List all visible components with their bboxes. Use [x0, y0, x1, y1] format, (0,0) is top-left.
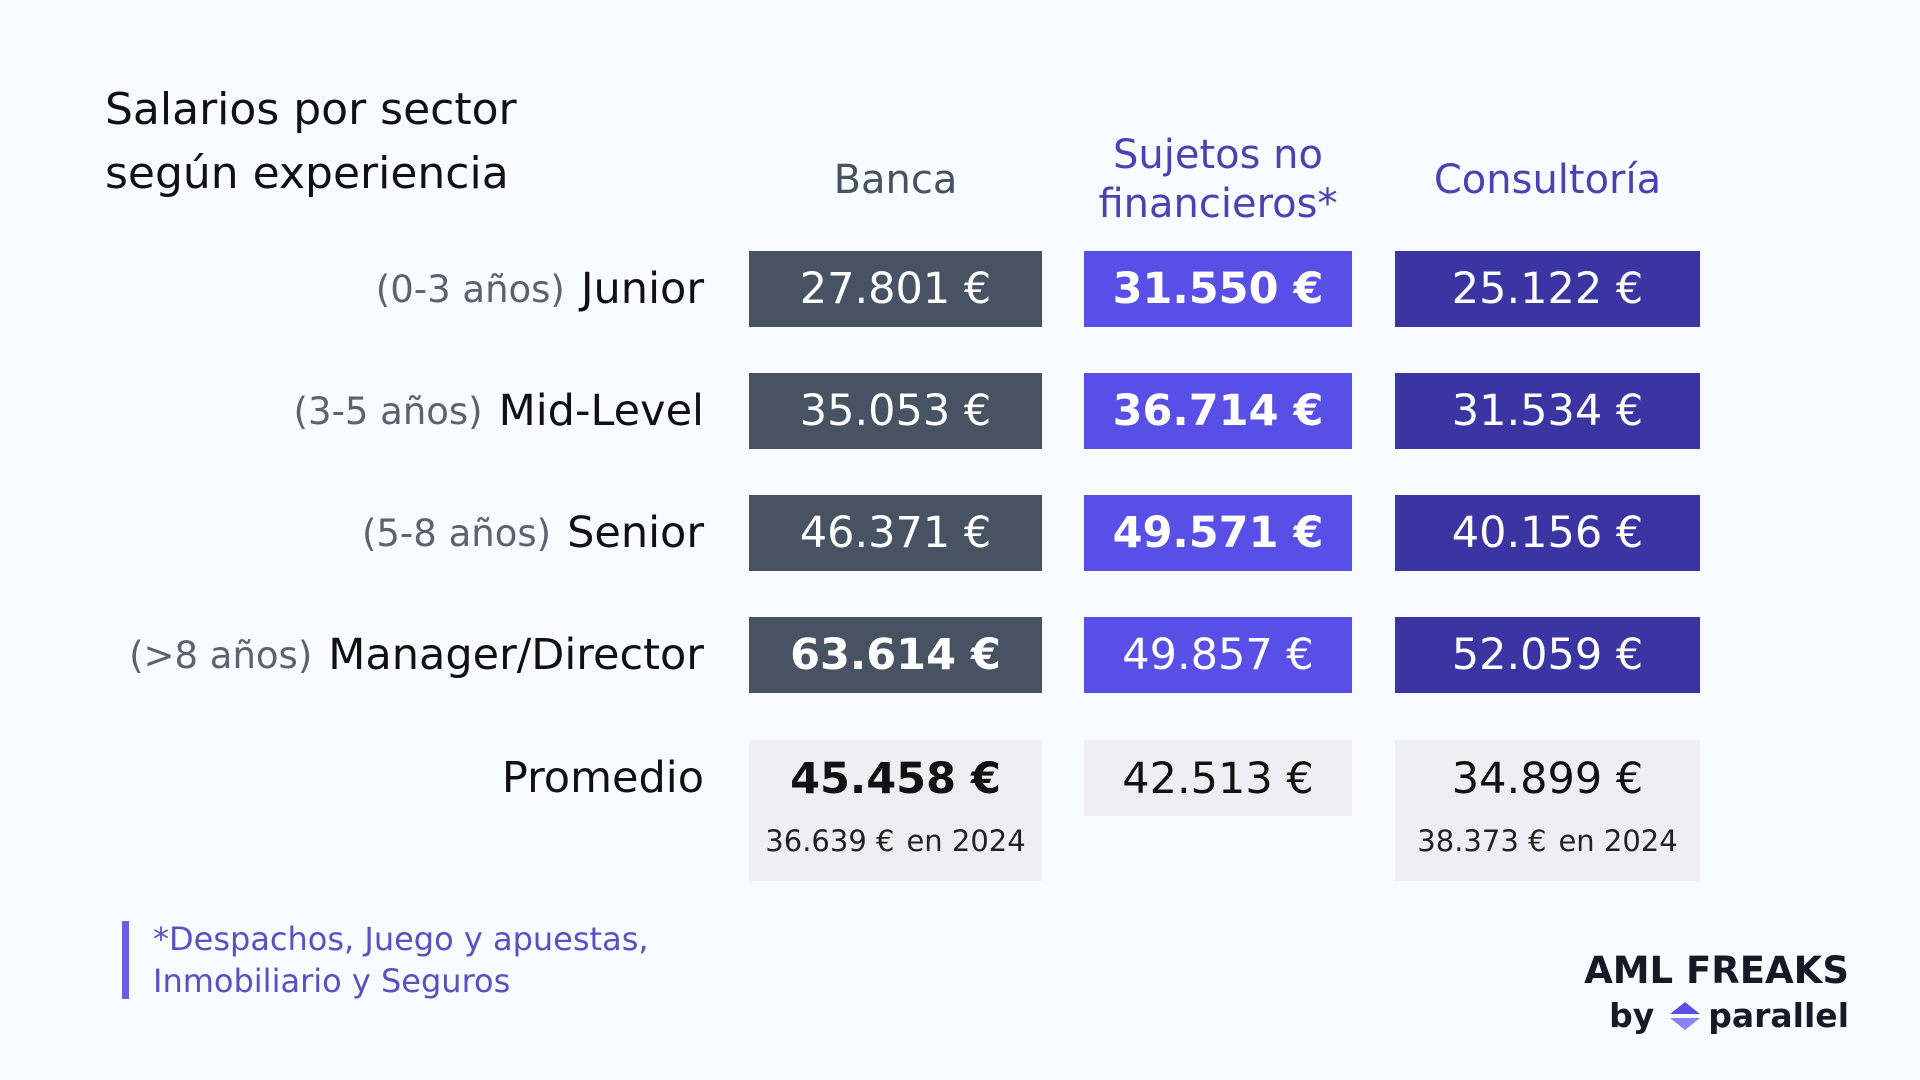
average-cell: 45.458 € 36.639 € en 2024 [749, 740, 1042, 881]
previous-year: 38.373 € en 2024 [1417, 824, 1677, 858]
salary-cell: 52.059 € [1395, 617, 1700, 693]
row-range: (>8 años) [129, 633, 313, 677]
brand-line: by parallel [1584, 994, 1849, 1038]
row-level: Manager/Director [328, 630, 704, 680]
brand: AML FREAKS by parallel [1584, 948, 1849, 1038]
footnote: *Despachos, Juego y apuestas, Inmobiliar… [153, 920, 649, 1000]
row-range: (0-3 años) [375, 267, 565, 311]
previous-label: en 2024 [1558, 824, 1678, 858]
average-cell: 42.513 € [1084, 740, 1352, 816]
brand-logo [1670, 1002, 1701, 1030]
row-label: (0-3 años) Junior [376, 251, 704, 327]
row-range: (3-5 años) [293, 389, 483, 433]
footnote-bar [122, 921, 129, 999]
salary-cell: 36.714 € [1084, 373, 1352, 449]
salary-cell: 25.122 € [1395, 251, 1700, 327]
salary-cell: 49.571 € [1084, 495, 1352, 571]
row-level: Junior [580, 264, 704, 314]
brand-by: by [1609, 996, 1655, 1035]
salary-cell: 35.053 € [749, 373, 1042, 449]
previous-label: en 2024 [906, 824, 1026, 858]
previous-value: 38.373 € [1417, 824, 1547, 858]
previous-year: 36.639 € en 2024 [765, 824, 1025, 858]
row-range: (5-8 años) [361, 511, 552, 555]
row-label: (5-8 años) Senior [362, 495, 704, 571]
row-level: Mid-Level [498, 386, 704, 436]
average-value: 42.513 € [1122, 754, 1314, 804]
average-value: 45.458 € [790, 754, 1001, 804]
salary-cell: 63.614 € [749, 617, 1042, 693]
average-cell: 34.899 € 38.373 € en 2024 [1395, 740, 1700, 881]
salary-cell: 46.371 € [749, 495, 1042, 571]
row-label: (3-5 años) Mid-Level [294, 373, 704, 449]
column-header: Banca [833, 156, 958, 203]
row-level: Senior [567, 508, 704, 558]
row-label: (>8 años) Manager/Director [129, 617, 704, 693]
title: Salarios por sector según experiencia [105, 84, 517, 199]
average-value: 34.899 € [1451, 754, 1644, 804]
salary-cell: 31.550 € [1084, 251, 1352, 327]
salary-cell: 27.801 € [749, 251, 1042, 327]
salary-cell: 40.156 € [1395, 495, 1700, 571]
brand-product: parallel [1708, 996, 1849, 1035]
salary-cell: 31.534 € [1395, 373, 1700, 449]
salary-cell: 49.857 € [1084, 617, 1352, 693]
column-header: Consultoría [1433, 156, 1662, 203]
average-label: Promedio [501, 753, 704, 803]
brand-name: AML FREAKS [1584, 949, 1849, 992]
column-header: Sujetos no financieros* [1098, 132, 1338, 227]
previous-value: 36.639 € [765, 824, 895, 858]
